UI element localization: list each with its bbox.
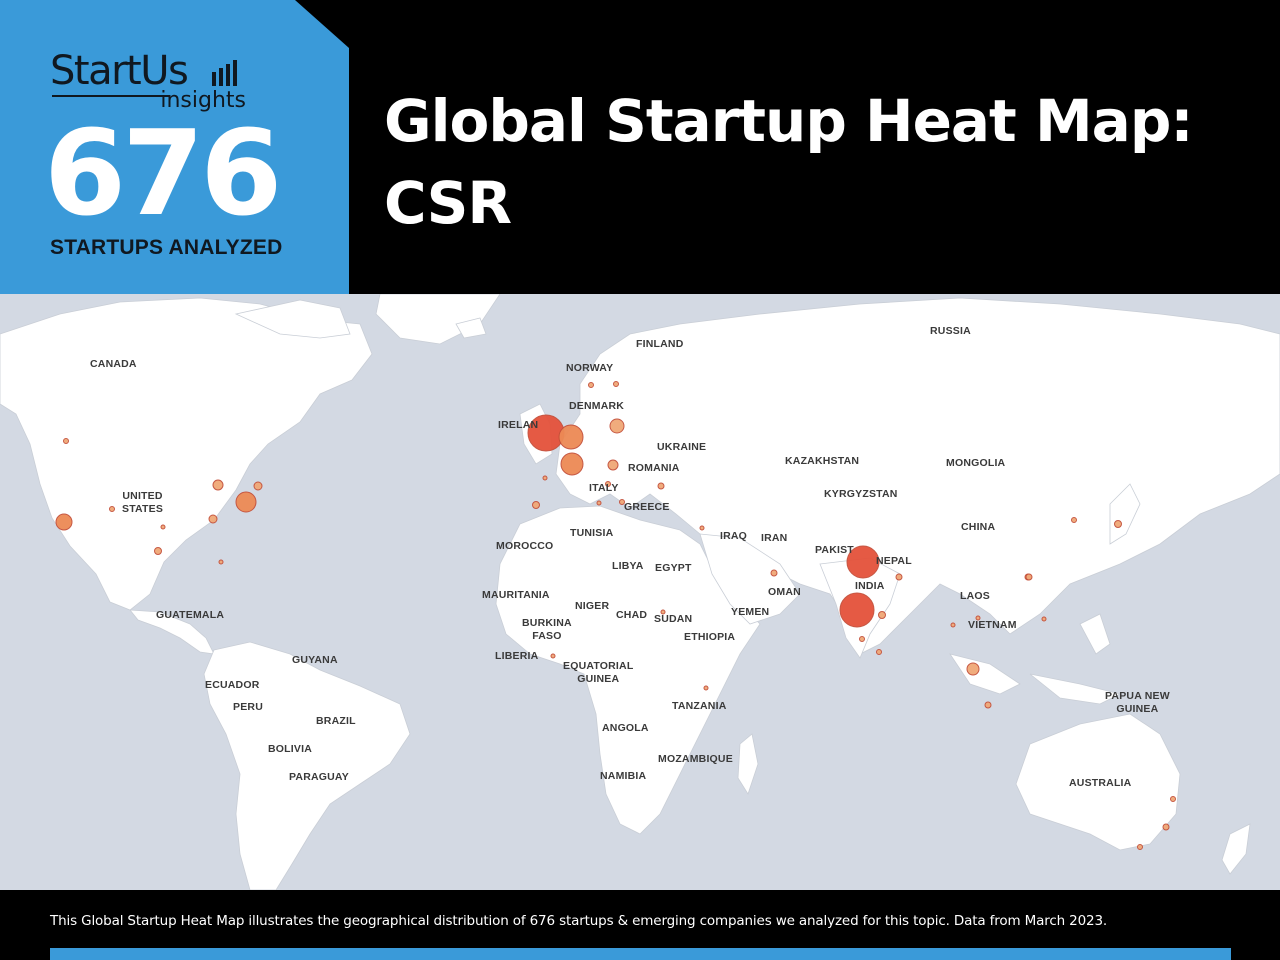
label-kazakhstan: KAZAKHSTAN [785, 455, 860, 467]
startups-count-label: STARTUPS ANALYZED [50, 236, 283, 259]
hotspot-us-northeast [212, 479, 224, 491]
signal-bars-icon [212, 60, 237, 86]
badge-corner-shape [0, 0, 349, 294]
label-greece: GREECE [624, 501, 670, 513]
label-italy: ITALY [589, 482, 619, 494]
label-bolivia: BOLIVIA [268, 743, 312, 755]
brand-underline [52, 95, 170, 97]
label-kyrgyzstan: KYRGYZSTAN [824, 488, 898, 500]
label-brazil: BRAZIL [316, 715, 356, 727]
label-mozambique: MOZAMBIQUE [658, 753, 733, 765]
hotspot-switzerland [607, 459, 619, 471]
label-burkina-faso: BURKINA FASO [522, 617, 572, 642]
label-yemen: YEMEN [731, 606, 770, 618]
brand-name: StartUs [50, 48, 189, 94]
label-romania: ROMANIA [628, 462, 680, 474]
label-namibia: NAMIBIA [600, 770, 647, 782]
title-line-1: Global Startup Heat Map: [384, 87, 1194, 155]
label-niger: NIGER [575, 600, 610, 612]
footer: This Global Startup Heat Map illustrates… [0, 890, 1280, 960]
label-ireland: IRELAN [498, 419, 539, 431]
label-equatorial-guinea: EQUATORIAL GUINEA [563, 660, 634, 685]
hotspot-us-east [235, 491, 257, 513]
label-guatemala: GUATEMALA [156, 609, 225, 621]
label-vietnam: VIETNAM [968, 619, 1017, 631]
label-iraq: IRAQ [720, 530, 748, 542]
label-india: INDIA [855, 580, 885, 592]
hotspot-us-west [55, 513, 73, 531]
hotspot-india-south [839, 592, 875, 628]
startus-logo: StartUs insights [50, 48, 250, 118]
page-title: Global Startup Heat Map: CSR [384, 80, 1264, 244]
label-tunisia: TUNISIA [570, 527, 614, 539]
map-caption: This Global Startup Heat Map illustrates… [50, 913, 1108, 929]
label-pakistan: PAKIST [815, 544, 854, 556]
label-denmark: DENMARK [569, 400, 625, 412]
label-china: CHINA [961, 521, 996, 533]
label-norway: NORWAY [566, 362, 614, 374]
world-heat-map: CANADA UNITED STATES GUATEMALA GUYANA EC… [0, 294, 1280, 890]
world-map-land [0, 294, 1280, 890]
label-nepal: NEPAL [876, 555, 912, 567]
label-guyana: GUYANA [292, 654, 338, 666]
label-morocco: MOROCCO [496, 540, 554, 552]
label-liberia: LIBERIA [495, 650, 539, 662]
header: StartUs insights 676 STARTUPS ANALYZED G… [0, 0, 1280, 294]
label-chad: CHAD [616, 609, 648, 621]
label-ethiopia: ETHIOPIA [684, 631, 736, 643]
title-line-2: CSR [384, 169, 512, 237]
label-mauritania: MAURITANIA [482, 589, 550, 601]
label-russia: RUSSIA [930, 325, 971, 337]
hotspot-india-north [846, 545, 880, 579]
startups-count-badge: StartUs insights 676 STARTUPS ANALYZED [0, 0, 349, 294]
label-finland: FINLAND [636, 338, 684, 350]
hotspot-us-south [208, 514, 218, 524]
label-papua-new-guinea: PAPUA NEW GUINEA [1105, 690, 1170, 715]
startups-count: 676 [44, 104, 282, 242]
label-oman: OMAN [768, 586, 801, 598]
label-peru: PERU [233, 701, 263, 713]
label-laos: LAOS [960, 590, 990, 602]
label-mongolia: MONGOLIA [946, 457, 1006, 469]
label-tanzania: TANZANIA [672, 700, 727, 712]
label-iran: IRAN [761, 532, 788, 544]
footer-accent-bar [50, 948, 1231, 960]
hotspot-france [560, 452, 584, 476]
label-ecuador: ECUADOR [205, 679, 260, 691]
hotspot-netherlands [558, 424, 584, 450]
label-sudan: SUDAN [654, 613, 693, 625]
brand-subtitle: insights [160, 88, 246, 113]
label-egypt: EGYPT [655, 562, 692, 574]
label-ukraine: UKRAINE [657, 441, 707, 453]
label-libya: LIBYA [612, 560, 644, 572]
hotspot-germany [609, 418, 625, 434]
label-canada: CANADA [90, 358, 137, 370]
label-united-states: UNITED STATES [122, 490, 164, 515]
hotspot-singapore [966, 662, 980, 676]
label-paraguay: PARAGUAY [289, 771, 349, 783]
label-australia: AUSTRALIA [1069, 777, 1132, 789]
label-angola: ANGOLA [602, 722, 649, 734]
